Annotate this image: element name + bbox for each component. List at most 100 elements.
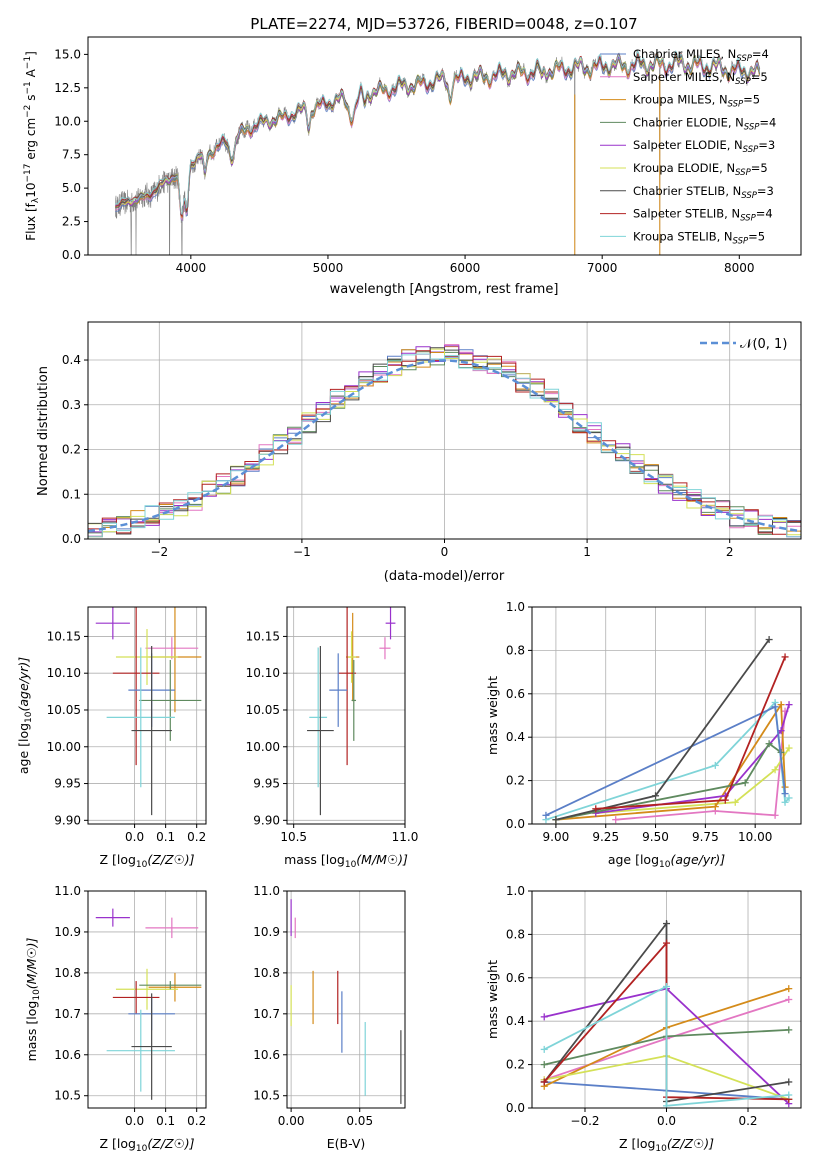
y-tick-label: 10.8 (253, 966, 280, 980)
axes-frame (87, 890, 207, 1109)
y-tick-label: 0.6 (506, 971, 525, 985)
legend-label: Salpeter STELIB, NSSP=4 (633, 207, 773, 224)
y-tick-label: 9.90 (253, 813, 280, 827)
plot-area (95, 607, 202, 816)
x-axis-label: mass [log10(M/M☉)] (284, 852, 408, 870)
y-tick-label: 15.0 (54, 47, 81, 61)
axes-frame (531, 606, 802, 825)
y-tick-label: 9.95 (54, 777, 81, 791)
spectrum-axes-frame (87, 36, 802, 256)
y-tick-label: 10.00 (47, 740, 81, 754)
plot-area (95, 908, 202, 1100)
massweight-vs-age-panel: 9.00 9.25 9.50 9.75 10.00 0.0 0.2 0.4 0.6 0.8 1.0 a… (485, 600, 802, 870)
mass-weight-line (555, 638, 770, 821)
y-tick-label: 0.6 (506, 687, 525, 701)
x-tick-label: 9.25 (592, 830, 619, 844)
y-tick-label: 0.2 (62, 443, 81, 457)
y-tick-label: 10.5 (54, 1089, 81, 1103)
x-tick-label: 9.75 (692, 830, 719, 844)
y-tick-label: 0.2 (506, 774, 525, 788)
y-tick-label: 7.5 (62, 148, 81, 162)
y-tick-label: 0.0 (62, 532, 81, 546)
y-tick-label: 0.8 (506, 643, 525, 657)
y-tick-label: 0.1 (62, 487, 81, 501)
model-fit-line (115, 53, 761, 216)
y-axis-label: Normed distribution (36, 366, 51, 496)
y-tick-label: 10.0 (54, 114, 81, 128)
x-tick-label: 0 (441, 545, 449, 559)
mass-weight-line (595, 656, 786, 810)
y-tick-label: 5.0 (62, 181, 81, 195)
x-axis-label: (data-model)/error (384, 569, 505, 584)
y-tick-label: 10.9 (54, 925, 81, 939)
legend-label: Chabrier MILES, NSSP=4 (633, 47, 769, 64)
y-tick-label: 0.4 (506, 730, 525, 744)
y-tick-label: 0.8 (506, 927, 525, 941)
y-tick-label: 10.6 (253, 1048, 280, 1062)
x-tick-label: −2 (150, 545, 168, 559)
plot-area (542, 636, 793, 824)
axes-frame (286, 606, 406, 825)
age-vs-z-panel: 0.0 0.1 0.2 9.90 9.95 10.00 10.05 10.10 10.15 Z [… (16, 606, 207, 870)
residual-histogram (88, 348, 801, 536)
mass-vs-ebv-panel: 0.00 0.05 10.5 10.6 10.7 10.8 10.9 11.0 E(B-V) (253, 884, 406, 1151)
spectrum-panel: PLATE=2274, MJD=53726, FIBERID=0048, z=0… (23, 15, 802, 297)
y-tick-label: 10.7 (54, 1007, 81, 1021)
y-tick-label: 10.10 (47, 666, 81, 680)
y-tick-label: 0.3 (62, 398, 81, 412)
legend-label: Kroupa STELIB, NSSP=5 (633, 229, 765, 246)
x-tick-label: 9.00 (543, 830, 570, 844)
y-tick-label: 10.15 (246, 629, 280, 643)
x-tick-label: 8000 (724, 261, 755, 275)
y-axis-label: age [log10(age/yr)] (16, 657, 34, 774)
x-tick-label: 0.0 (125, 830, 144, 844)
x-axis-label: Z [log10(Z/Z☉)] (619, 1136, 714, 1154)
x-axis-label: E(B-V) (327, 1136, 366, 1151)
y-axis-label: mass weight (485, 960, 500, 1039)
y-tick-label: 1.0 (506, 884, 525, 898)
x-axis-label: age [log10(age/yr)] (608, 852, 725, 870)
massweight-vs-z-panel: −0.2 0.0 0.2 0.0 0.2 0.4 0.6 0.8 1.0 Z [log10(Z/Z… (485, 884, 802, 1154)
model-fit-line (115, 50, 761, 216)
y-tick-label: 9.95 (253, 777, 280, 791)
x-tick-label: 0.2 (187, 1114, 206, 1128)
x-axis-label: Z [log10(Z/Z☉)] (99, 1136, 194, 1154)
spectrum-ticks: 4000 5000 6000 7000 8000 0.0 2.5 5.0 7.5 10.0 12.5… (54, 47, 754, 275)
mass-vs-z-panel: 0.0 0.1 0.2 10.5 10.6 10.7 10.8 10.9 11.0 Z [log1… (24, 884, 207, 1154)
x-tick-label: 0.05 (346, 1114, 373, 1128)
mass-weight-line (555, 742, 782, 821)
y-tick-label: 10.5 (253, 1089, 280, 1103)
y-axis-label: mass weight (485, 676, 500, 755)
residuals-panel: −2 −1 0 1 2 0.0 0.1 0.2 0.3 0.4 (data-model)/erro… (36, 321, 802, 584)
y-tick-label: 10.05 (246, 703, 280, 717)
chart-title: PLATE=2274, MJD=53726, FIBERID=0048, z=0… (250, 15, 637, 33)
legend-label: Kroupa MILES, NSSP=5 (633, 93, 760, 110)
x-tick-label: 0.1 (156, 1114, 175, 1128)
x-tick-label: 5000 (313, 261, 344, 275)
plot-area (540, 920, 793, 1108)
x-tick-label: 0.0 (125, 1114, 144, 1128)
mass-weight-line (545, 700, 790, 821)
y-tick-label: 11.0 (54, 884, 81, 898)
y-tick-label: 10.7 (253, 1007, 280, 1021)
x-tick-label: −1 (293, 545, 311, 559)
plot-area (307, 607, 396, 816)
y-tick-label: 0.2 (506, 1058, 525, 1072)
y-tick-label: 10.00 (246, 740, 280, 754)
x-tick-label: 10.00 (738, 830, 772, 844)
x-tick-label: 0.00 (278, 1114, 305, 1128)
y-tick-label: 10.05 (47, 703, 81, 717)
x-tick-label: 6000 (450, 261, 481, 275)
y-tick-label: 1.0 (506, 600, 525, 614)
y-tick-label: 0.4 (62, 353, 81, 367)
gaussian-legend-label: 𝒩(0, 1) (740, 337, 787, 352)
residuals-ticks: −2 −1 0 1 2 0.0 0.1 0.2 0.3 0.4 (62, 353, 734, 559)
y-tick-label: 0.0 (62, 248, 81, 262)
y-tick-label: 9.90 (54, 813, 81, 827)
gaussian-curve (88, 359, 801, 533)
x-tick-label: 4000 (176, 261, 207, 275)
y-tick-label: 11.0 (253, 884, 280, 898)
y-tick-label: 2.5 (62, 215, 81, 229)
plot-area (290, 899, 402, 1104)
